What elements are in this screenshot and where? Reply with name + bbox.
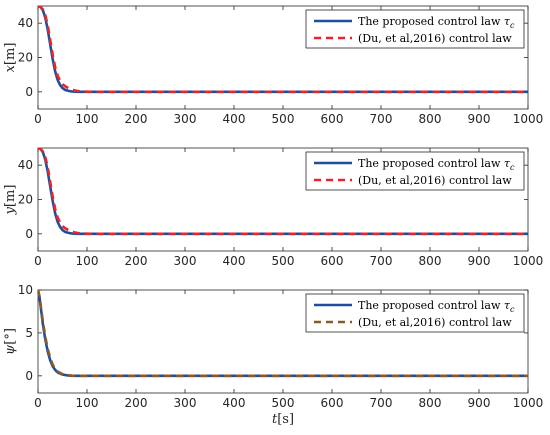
y-axis-label-unit: [°] (3, 328, 18, 345)
x-tick-label: 600 (321, 254, 344, 268)
y-tick-label: 20 (18, 51, 33, 65)
y-axis-label-var: x (3, 64, 18, 72)
y-axis-label: ψ[°] (3, 328, 18, 355)
x-tick-label: 0 (34, 396, 42, 410)
x-tick-label: 900 (468, 396, 491, 410)
series-line-2 (38, 148, 528, 236)
x-tick-label: 500 (272, 396, 295, 410)
x-tick-label: 700 (370, 396, 393, 410)
x-tick-label: 700 (370, 112, 393, 126)
x-tick-label: 100 (76, 396, 99, 410)
x-axis-label-unit: [s] (277, 412, 294, 427)
x-tick-label: 900 (468, 254, 491, 268)
x-tick-label: 100 (76, 254, 99, 268)
x-tick-label: 200 (125, 112, 148, 126)
x-tick-label: 800 (419, 254, 442, 268)
x-tick-label: 800 (419, 396, 442, 410)
x-axis-label-var: t (272, 412, 278, 427)
x-tick-label: 800 (419, 112, 442, 126)
x-tick-label: 300 (174, 112, 197, 126)
legend-label-2: (Du, et al,2016) control law (358, 174, 512, 187)
x-tick-label: 1000 (513, 254, 544, 268)
legend-label-1: The proposed control law τc (358, 299, 515, 314)
y-axis-label: y[m] (3, 185, 18, 216)
series-line-2 (38, 6, 528, 94)
x-tick-label: 700 (370, 254, 393, 268)
y-axis-label-unit: [m] (3, 43, 18, 65)
panel-2: 0 100 200 300 400 500 600 700 800 900 100002040y[m… (3, 147, 544, 268)
legend-box (305, 293, 525, 333)
x-axis-label: t[s] (272, 412, 294, 427)
x-tick-label: 600 (321, 112, 344, 126)
x-tick-label: 200 (125, 396, 148, 410)
x-tick-label: 300 (174, 396, 197, 410)
legend: The proposed control law τc (Du, et al,20… (305, 151, 525, 191)
x-tick-label: 900 (468, 112, 491, 126)
x-tick-label: 400 (223, 254, 246, 268)
y-tick-label: 5 (25, 326, 33, 340)
x-tick-label: 100 (76, 112, 99, 126)
x-tick-label: 600 (321, 396, 344, 410)
y-axis-label-var: y (3, 206, 18, 215)
legend-label-2: (Du, et al,2016) control law (358, 32, 512, 45)
legend-box (305, 151, 525, 191)
legend: The proposed control law τc (Du, et al,20… (305, 9, 525, 49)
y-tick-label: 0 (25, 85, 33, 99)
x-tick-label: 500 (272, 254, 295, 268)
x-tick-label: 0 (34, 254, 42, 268)
panel-1: 0 100 200 300 400 500 600 700 800 900 100002040x[m… (3, 5, 544, 126)
legend-label-1: The proposed control law τc (358, 15, 515, 30)
legend-label-2: (Du, et al,2016) control law (358, 316, 512, 329)
panel-3: 0 100 200 300 400 500 600 700 800 900 1000 0 5 10 ψ[°]… (3, 283, 543, 427)
x-tick-label: 1000 (513, 112, 544, 126)
y-axis-label-unit: [m] (3, 185, 18, 207)
y-tick-label: 20 (18, 193, 33, 207)
x-tick-label: 1000 (513, 396, 544, 410)
y-tick-label: 40 (18, 16, 33, 30)
x-tick-label: 300 (174, 254, 197, 268)
y-tick-label: 10 (18, 283, 33, 297)
legend-box (305, 9, 525, 49)
x-tick-label: 400 (223, 112, 246, 126)
y-tick-label: 0 (25, 227, 33, 241)
series-line-2 (38, 290, 528, 378)
legend: The proposed control law τc (Du, et al,20… (305, 293, 525, 333)
x-tick-label: 200 (125, 254, 148, 268)
y-tick-label: 40 (18, 158, 33, 172)
x-tick-label: 400 (223, 396, 246, 410)
x-tick-label: 0 (34, 112, 42, 126)
legend-label-1: The proposed control law τc (358, 157, 515, 172)
y-axis-label: x[m] (3, 43, 18, 73)
x-tick-label: 500 (272, 112, 295, 126)
y-tick-label: 0 (25, 369, 33, 383)
y-axis-label-var: ψ (3, 344, 18, 355)
